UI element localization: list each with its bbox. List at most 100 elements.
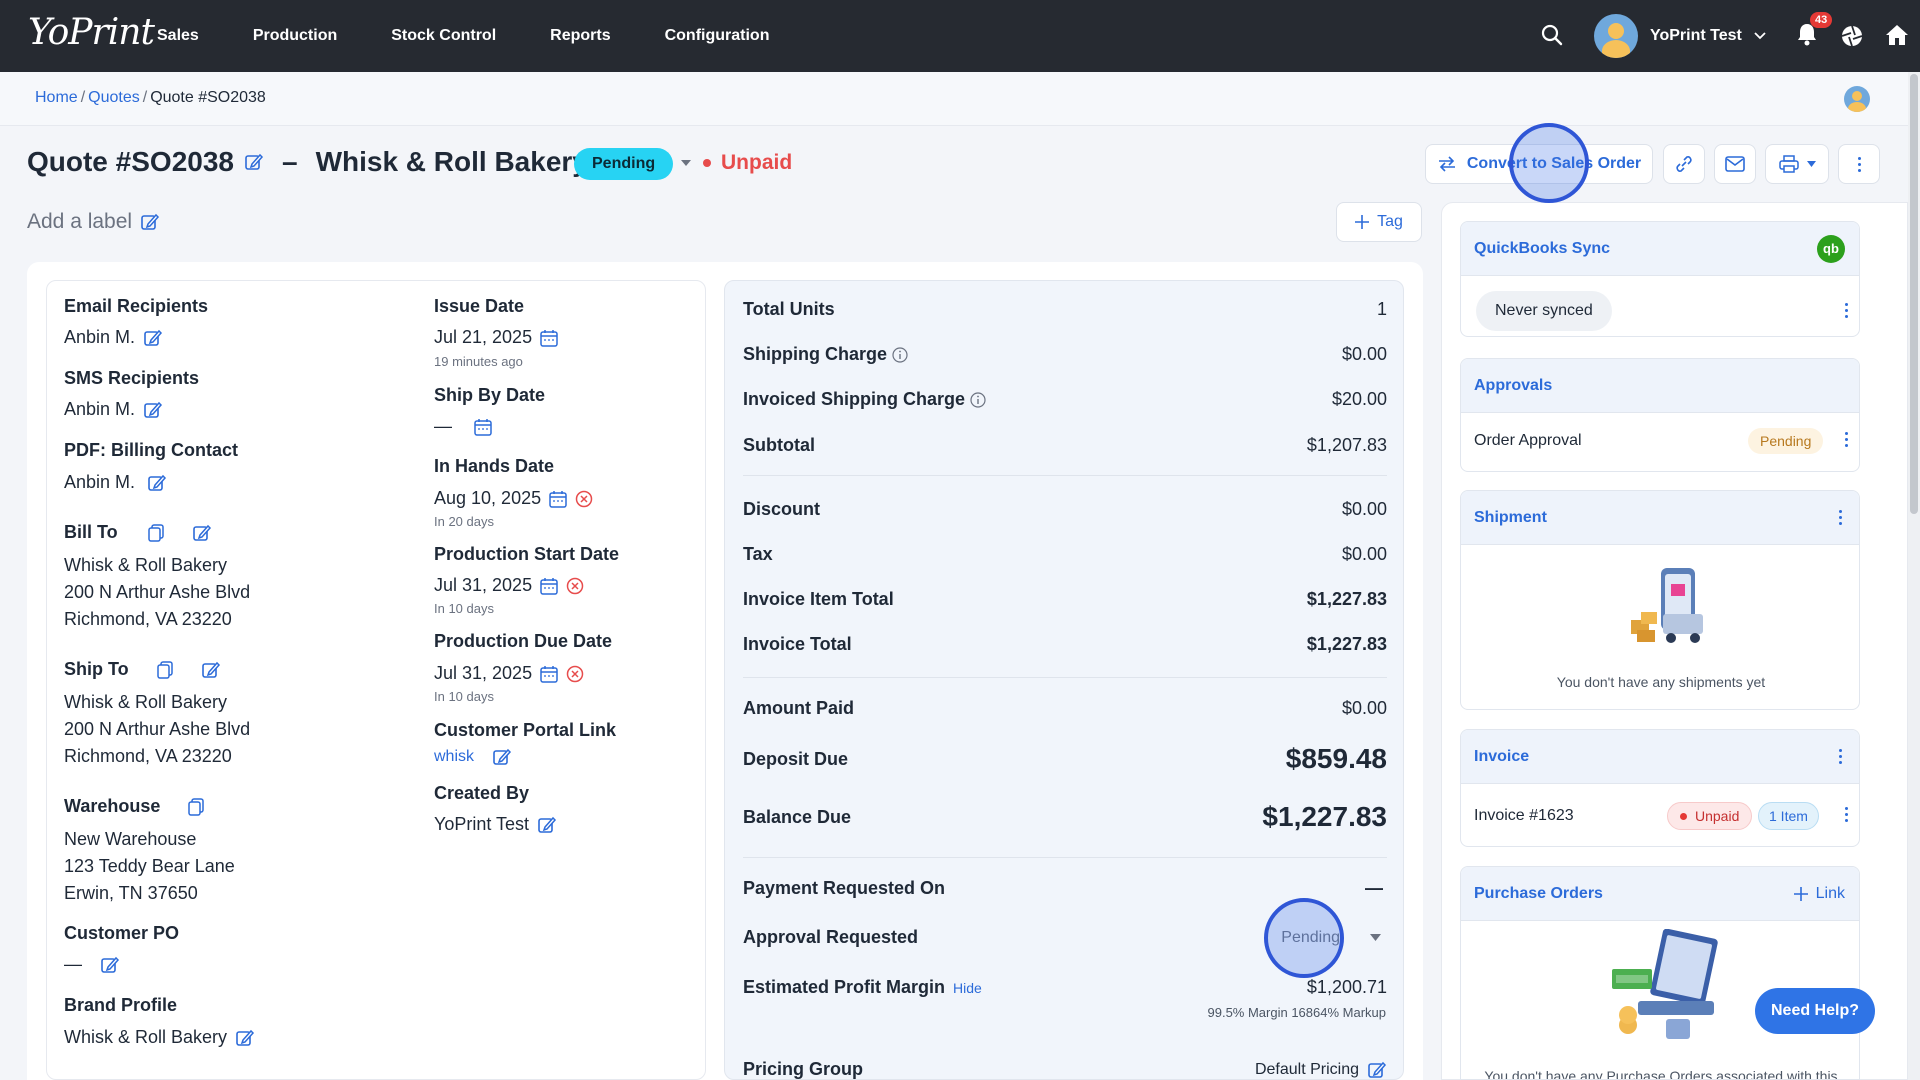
nav-sales[interactable]: Sales: [157, 27, 199, 44]
scrollbar-thumb[interactable]: [1910, 74, 1918, 514]
kebab-icon[interactable]: [1841, 431, 1851, 447]
info-icon[interactable]: [887, 346, 908, 363]
ship-by-label: Ship By Date: [434, 385, 546, 405]
edit-icon[interactable]: [135, 328, 163, 348]
invoiced-shipping-row: Invoiced Shipping Charge $20.00: [743, 389, 1387, 409]
calendar-icon[interactable]: [532, 329, 558, 347]
kebab-icon[interactable]: [1835, 749, 1845, 764]
purchase-order-illustration-icon: [1606, 929, 1726, 1045]
breadcrumb-quotes[interactable]: Quotes: [88, 89, 140, 106]
edit-icon[interactable]: [132, 212, 160, 232]
calendar-icon[interactable]: [541, 490, 567, 508]
edit-icon[interactable]: [1367, 1060, 1387, 1080]
created-by-value: YoPrint Test: [434, 814, 557, 835]
clear-date-icon[interactable]: [567, 490, 593, 508]
pdf-billing-label: PDF: Billing Contact: [64, 440, 238, 460]
nav-production[interactable]: Production: [252, 27, 338, 44]
breadcrumb-current: Quote #SO2038: [150, 89, 266, 106]
email-button[interactable]: [1714, 144, 1756, 184]
top-navbar: YoPrint Sales Production Stock Control R…: [0, 0, 1920, 72]
aperture-icon[interactable]: [1840, 24, 1864, 48]
in-hands-value: Aug 10, 2025: [434, 488, 593, 509]
caret-down-icon: [1806, 161, 1816, 167]
calendar-icon[interactable]: [532, 665, 558, 683]
shipment-card: Shipment You don't have any shipments ye…: [1460, 490, 1860, 710]
printer-icon: [1778, 155, 1799, 173]
portal-link-value: whisk: [434, 747, 512, 767]
details-card: [46, 280, 706, 1080]
invoice-link[interactable]: Invoice #1623: [1474, 807, 1574, 824]
approval-status-badge: Pending: [1748, 428, 1824, 454]
edit-icon[interactable]: [92, 955, 120, 975]
info-icon[interactable]: [965, 391, 986, 408]
bill-to-label: Bill To: [64, 522, 118, 542]
email-recipients-value: Anbin M.: [64, 327, 163, 348]
hide-link[interactable]: Hide: [953, 979, 982, 996]
shipment-illustration-icon: [1623, 564, 1713, 654]
prod-start-value: Jul 31, 2025: [434, 575, 584, 596]
calendar-icon[interactable]: [532, 577, 558, 595]
divider: [743, 677, 1387, 678]
prod-due-relative: In 10 days: [434, 689, 494, 704]
viewer-avatar[interactable]: [1844, 86, 1870, 112]
nav-reports[interactable]: Reports: [550, 27, 611, 44]
add-label[interactable]: Add a label: [27, 210, 160, 234]
edit-icon[interactable]: [484, 747, 512, 767]
customer-name: Whisk & Roll Bakery: [315, 146, 588, 177]
warehouse-header: Warehouse: [64, 796, 205, 817]
kebab-icon[interactable]: [1841, 302, 1851, 318]
home-icon[interactable]: [1885, 24, 1909, 46]
kebab-icon[interactable]: [1841, 806, 1851, 822]
clear-date-icon[interactable]: [558, 665, 584, 683]
nav-configuration[interactable]: Configuration: [664, 27, 770, 44]
kebab-icon[interactable]: [1835, 510, 1845, 525]
status-badge[interactable]: Pending: [574, 148, 674, 180]
calendar-icon[interactable]: [466, 418, 492, 436]
portal-link[interactable]: whisk: [434, 748, 475, 765]
issue-date-relative: 19 minutes ago: [434, 354, 523, 369]
warehouse-address: New Warehouse 123 Teddy Bear Lane Erwin, T…: [64, 829, 235, 903]
clear-date-icon[interactable]: [558, 577, 584, 595]
edit-icon[interactable]: [227, 1028, 255, 1048]
edit-icon[interactable]: [135, 400, 163, 420]
breadcrumb-home[interactable]: Home: [35, 89, 78, 106]
search-icon[interactable]: [1541, 24, 1563, 46]
shipping-charge-row: Shipping Charge $0.00: [743, 344, 1387, 364]
print-button[interactable]: [1765, 144, 1829, 184]
nav-stock-control[interactable]: Stock Control: [391, 27, 497, 44]
issue-date-value: Jul 21, 2025: [434, 327, 558, 348]
bill-to-header: Bill To: [64, 522, 212, 543]
copy-icon[interactable]: [180, 797, 205, 816]
edit-icon[interactable]: [139, 473, 167, 493]
add-tag-button[interactable]: Tag: [1336, 202, 1422, 242]
ship-to-address: Whisk & Roll Bakery 200 N Arthur Ashe Blv…: [64, 692, 251, 766]
email-recipients-label: Email Recipients: [64, 296, 209, 316]
quote-number: Quote #SO2038: [27, 146, 234, 177]
breadcrumb-bar: Home / Quotes / Quote #SO2038: [0, 72, 1908, 126]
copy-link-button[interactable]: [1663, 144, 1705, 184]
link-po-button[interactable]: Link: [1793, 885, 1845, 903]
more-options-button[interactable]: [1838, 144, 1880, 184]
user-menu[interactable]: YoPrint Test: [1594, 14, 1766, 58]
edit-title-icon[interactable]: [244, 152, 264, 172]
brand-profile-value: Whisk & Roll Bakery: [64, 1027, 255, 1048]
edit-icon[interactable]: [184, 523, 212, 543]
bill-to-address: Whisk & Roll Bakery 200 N Arthur Ashe Blv…: [64, 555, 251, 629]
notification-badge: 43: [1810, 12, 1833, 28]
invoice-items-badge[interactable]: 1 Item: [1758, 802, 1819, 830]
copy-icon[interactable]: [140, 523, 164, 542]
edit-icon[interactable]: [529, 815, 557, 835]
need-help-button[interactable]: Need Help?: [1755, 988, 1875, 1034]
sms-recipients-value: Anbin M.: [64, 399, 163, 420]
bell-icon[interactable]: [1796, 22, 1818, 46]
edit-icon[interactable]: [193, 660, 221, 680]
ship-to-label: Ship To: [64, 659, 129, 679]
app-logo[interactable]: YoPrint: [28, 12, 155, 53]
copy-icon[interactable]: [149, 660, 173, 679]
purchase-orders-card: Purchase Orders Link You don't have any …: [1460, 866, 1860, 1080]
subtotal-row: Subtotal $1,207.83: [743, 435, 1387, 455]
approvals-card: Approvals Order Approval Pending: [1460, 358, 1860, 472]
caret-down-icon[interactable]: [680, 159, 692, 167]
link-icon: [1674, 154, 1694, 174]
profit-margin-detail: 99.5% Margin 16864% Markup: [1207, 1005, 1387, 1020]
